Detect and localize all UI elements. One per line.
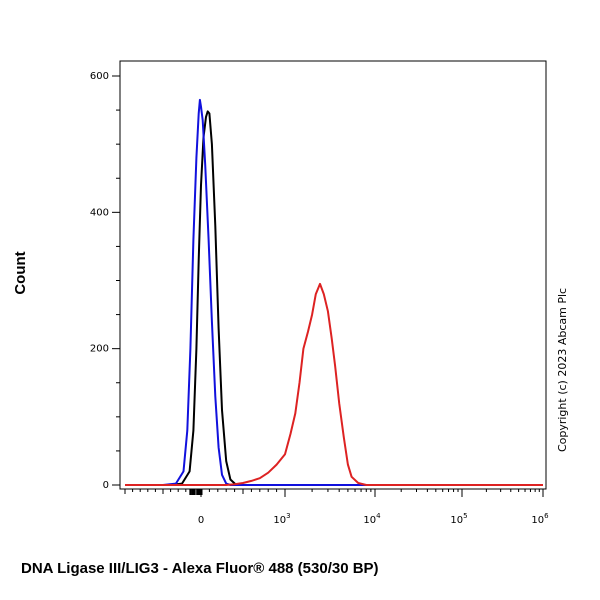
series-group (125, 98, 543, 486)
y-tick-label: 0 (103, 480, 109, 491)
series-line-1 (170, 110, 543, 486)
x-tick-label: 105 (450, 512, 467, 526)
x-axis-ticks: 0 103 104 105 106 (124, 489, 549, 526)
x-tick-label: 106 (531, 512, 549, 526)
y-tick-label: 400 (90, 207, 109, 218)
y-axis-title: Count (12, 251, 29, 294)
x-dense-marker (196, 489, 199, 495)
series-line-3 (125, 282, 543, 486)
x-dense-marker (198, 489, 201, 495)
y-tick-label: 200 (90, 344, 109, 355)
x-axis-title: DNA Ligase III/LIG3 - Alexa Fluor® 488 (… (21, 560, 379, 577)
x-dense-marker (189, 489, 192, 495)
x-tick-label: 104 (363, 512, 381, 526)
x-dense-marker (193, 489, 196, 495)
y-tick-label: 600 (90, 71, 109, 82)
x-dense-marker (200, 489, 203, 495)
series-line-2 (162, 98, 543, 486)
x-tick-label: 103 (273, 512, 290, 526)
x-dense-marker (191, 489, 195, 495)
x-tick-label: 0 (198, 515, 204, 526)
copyright-annotation: Copyright (c) 2023 Abcam Plc (556, 288, 569, 452)
y-axis-ticks: 0 200 400 600 (90, 71, 120, 491)
plot-frame (119, 60, 547, 490)
